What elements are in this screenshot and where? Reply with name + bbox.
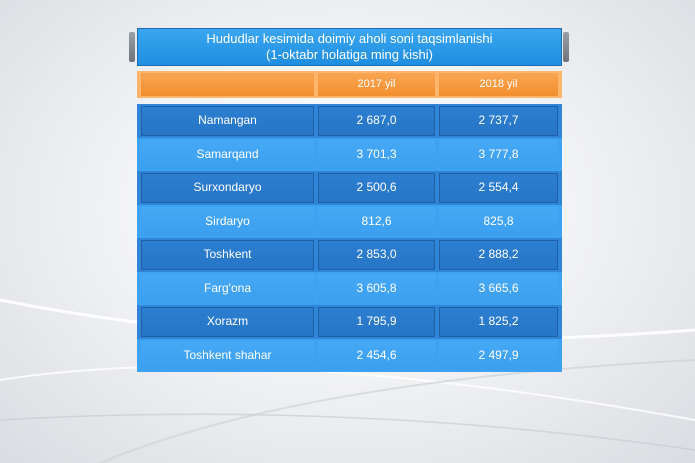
table-title: Hududlar kesimida doimiy aholi soni taqs… <box>137 28 562 66</box>
region-cell: Xorazm <box>141 307 314 337</box>
value-2018-cell: 3 777,8 <box>439 139 558 169</box>
table-row: Farg'ona 3 605,8 3 665,6 <box>137 271 562 305</box>
region-cell: Surxondaryo <box>141 173 314 203</box>
table-row: Toshkent 2 853,0 2 888,2 <box>137 238 562 272</box>
value-2018-cell: 2 888,2 <box>439 240 558 270</box>
header-cell-region <box>141 73 314 96</box>
value-2017-cell: 1 795,9 <box>318 307 435 337</box>
value-2017-cell: 2 853,0 <box>318 240 435 270</box>
region-cell: Namangan <box>141 106 314 136</box>
value-2017-cell: 812,6 <box>318 206 435 236</box>
value-2017-cell: 3 701,3 <box>318 139 435 169</box>
header-cell-2018: 2018 yil <box>439 73 558 96</box>
value-2018-cell: 2 497,9 <box>439 340 558 370</box>
table-row: Sirdaryo 812,6 825,8 <box>137 204 562 238</box>
table-row: Surxondaryo 2 500,6 2 554,4 <box>137 171 562 205</box>
region-cell: Toshkent <box>141 240 314 270</box>
title-line-1: Hududlar kesimida doimiy aholi soni taqs… <box>206 31 493 46</box>
title-left-cap <box>129 32 135 62</box>
region-cell: Sirdaryo <box>141 206 314 236</box>
table-row: Toshkent shahar 2 454,6 2 497,9 <box>137 338 562 372</box>
value-2018-cell: 1 825,2 <box>439 307 558 337</box>
value-2018-cell: 2 737,7 <box>439 106 558 136</box>
header-cell-2017: 2017 yil <box>318 73 435 96</box>
title-line-2: (1-oktabr holatiga ming kishi) <box>266 47 433 62</box>
table-row: Namangan 2 687,0 2 737,7 <box>137 104 562 138</box>
region-cell: Farg'ona <box>141 273 314 303</box>
value-2018-cell: 825,8 <box>439 206 558 236</box>
value-2018-cell: 3 665,6 <box>439 273 558 303</box>
value-2017-cell: 2 454,6 <box>318 340 435 370</box>
data-table: Namangan 2 687,0 2 737,7 Samarqand 3 701… <box>137 104 562 372</box>
header-row: 2017 yil 2018 yil <box>137 71 562 98</box>
value-2018-cell: 2 554,4 <box>439 173 558 203</box>
region-cell: Samarqand <box>141 139 314 169</box>
table-row: Xorazm 1 795,9 1 825,2 <box>137 305 562 339</box>
table-row: Samarqand 3 701,3 3 777,8 <box>137 137 562 171</box>
title-right-cap <box>563 32 569 62</box>
value-2017-cell: 2 687,0 <box>318 106 435 136</box>
value-2017-cell: 2 500,6 <box>318 173 435 203</box>
value-2017-cell: 3 605,8 <box>318 273 435 303</box>
region-cell: Toshkent shahar <box>141 340 314 370</box>
